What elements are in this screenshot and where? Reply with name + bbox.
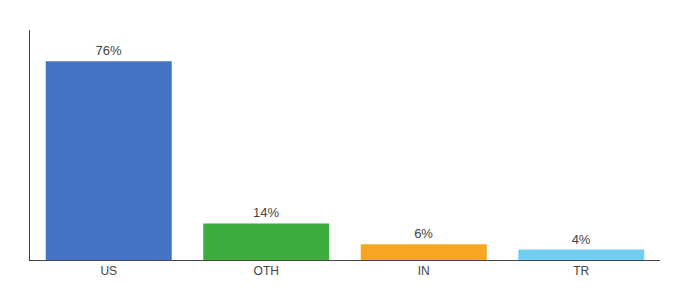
svg-text:14%: 14% [253,205,279,220]
svg-text:IN: IN [418,264,430,278]
svg-text:4%: 4% [572,232,591,247]
svg-text:US: US [100,264,117,278]
svg-text:6%: 6% [414,226,433,241]
svg-text:76%: 76% [96,43,122,58]
svg-text:OTH: OTH [254,264,279,278]
svg-text:TR: TR [573,264,589,278]
